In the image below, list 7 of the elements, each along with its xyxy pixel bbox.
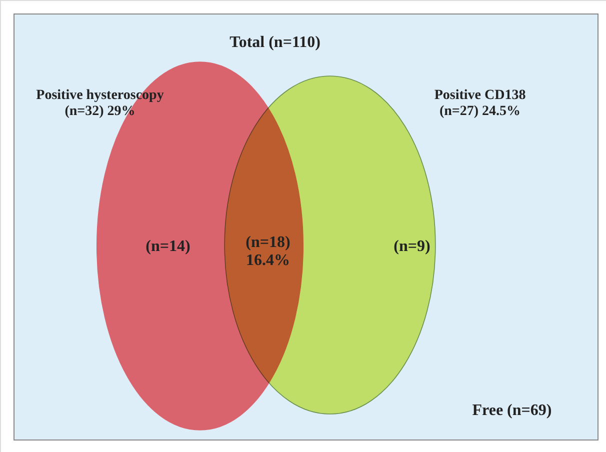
text: (n=18) 16.4% <box>246 234 290 269</box>
text: (n=14) <box>146 238 190 255</box>
text: Free (n=69) <box>472 402 552 419</box>
text: Total (n=110) <box>230 34 320 51</box>
category-label: Positive CD138 <box>434 88 526 103</box>
text: (n=9) <box>394 238 430 255</box>
data-label: (n=27) 24.5% <box>439 104 521 119</box>
